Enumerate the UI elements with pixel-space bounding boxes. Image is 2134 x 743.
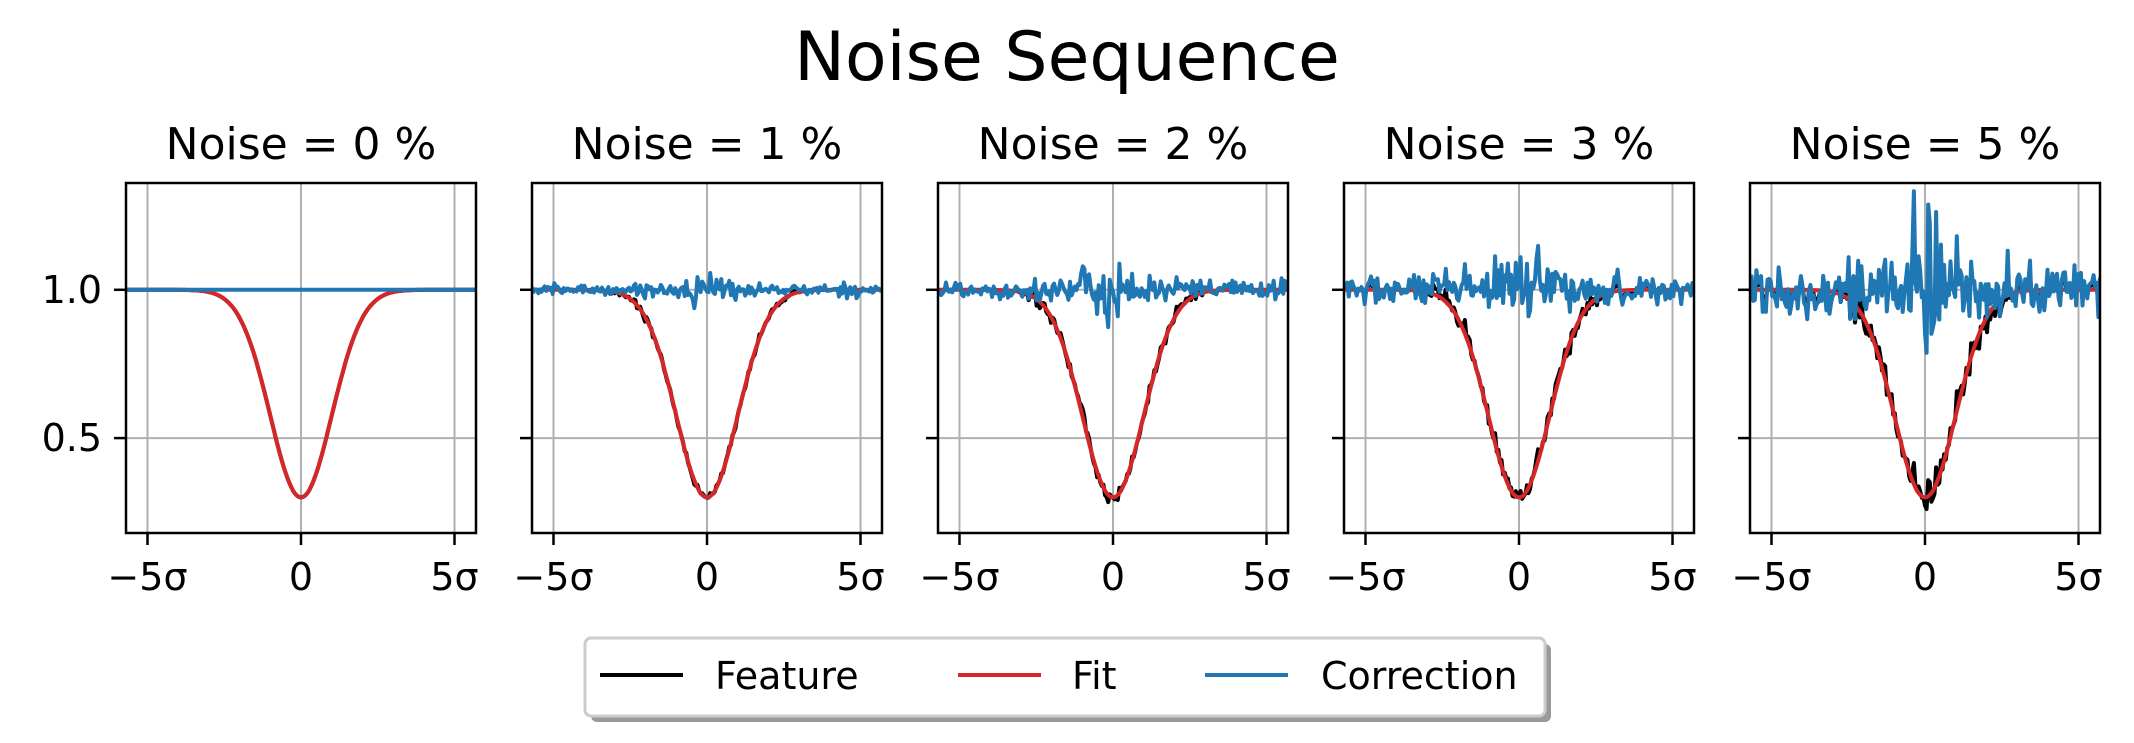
x-tick-label: 5σ xyxy=(2054,555,2102,599)
x-tick-label: 0 xyxy=(1101,555,1125,599)
y-tick-label: 1.0 xyxy=(42,268,102,312)
x-tick-label: 0 xyxy=(1507,555,1531,599)
x-tick-label: −5σ xyxy=(513,555,593,599)
series-group xyxy=(1344,243,1694,501)
y-tick-label: 0.5 xyxy=(42,416,102,460)
series-group xyxy=(126,287,476,500)
series-group xyxy=(532,271,882,500)
panel-0: −5σ 0 5σ 0.5 1.0 Noise = 0 % xyxy=(42,119,479,599)
panel-4: −5σ 0 5σ Noise = 5 % xyxy=(1731,119,2102,599)
panel-title: Noise = 2 % xyxy=(978,119,1249,170)
legend-label-correction: Correction xyxy=(1321,654,1518,698)
correction-line xyxy=(938,261,1288,330)
x-tick-label: 0 xyxy=(695,555,719,599)
x-tick-label: 5σ xyxy=(1242,555,1290,599)
legend: Feature Fit Correction xyxy=(583,636,1551,722)
x-tick-label: 0 xyxy=(289,555,313,599)
x-tick-label: −5σ xyxy=(1731,555,1811,599)
x-tick-label: −5σ xyxy=(919,555,999,599)
legend-box xyxy=(583,636,1547,718)
panel-title: Noise = 1 % xyxy=(572,119,843,170)
x-tick-label: 5σ xyxy=(836,555,884,599)
series-group xyxy=(1750,189,2100,511)
panels: −5σ 0 5σ 0.5 1.0 Noise = 0 % −5σ 0 5σ Noise = 1 %… xyxy=(42,119,2103,599)
panel-title: Noise = 3 % xyxy=(1384,119,1655,170)
x-tick-label: 5σ xyxy=(1648,555,1696,599)
panel-1: −5σ 0 5σ Noise = 1 % xyxy=(513,119,884,599)
panel-3: −5σ 0 5σ Noise = 3 % xyxy=(1325,119,1696,599)
correction-line xyxy=(1344,243,1694,319)
panel-2: −5σ 0 5σ Noise = 2 % xyxy=(919,119,1290,599)
x-tick-label: 0 xyxy=(1913,555,1937,599)
x-tick-label: −5σ xyxy=(1325,555,1405,599)
correction-line xyxy=(532,271,882,311)
x-tick-label: −5σ xyxy=(107,555,187,599)
series-group xyxy=(938,261,1288,505)
correction-line xyxy=(1750,189,2100,355)
figure-title: Noise Sequence xyxy=(794,18,1340,97)
legend-label-fit: Fit xyxy=(1072,654,1117,698)
panel-title: Noise = 5 % xyxy=(1790,119,2061,170)
panel-title: Noise = 0 % xyxy=(166,119,437,170)
x-tick-label: 5σ xyxy=(430,555,478,599)
legend-label-feature: Feature xyxy=(715,654,859,698)
